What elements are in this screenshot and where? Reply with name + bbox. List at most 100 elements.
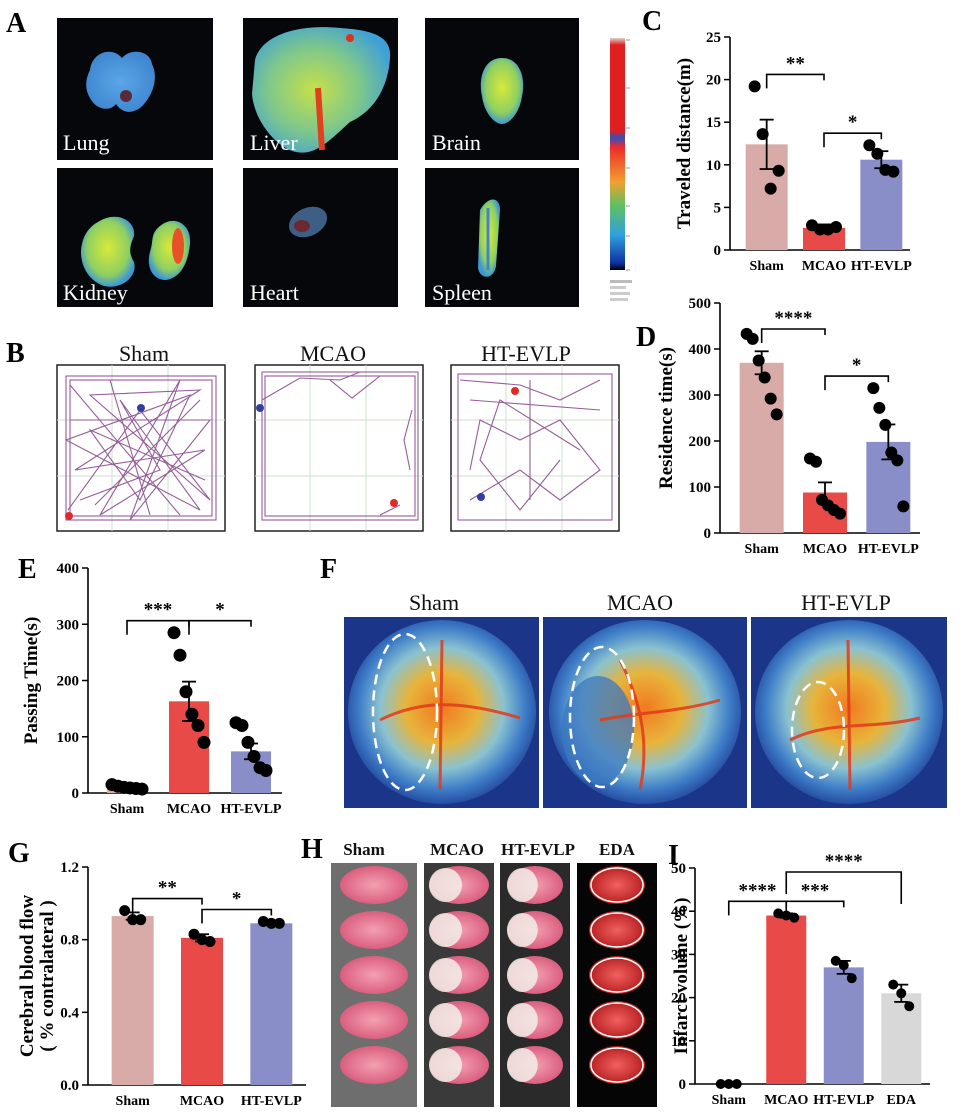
category-label: MCAO (764, 1093, 808, 1108)
y-tick-label: 400 (57, 561, 80, 577)
lung-image (86, 51, 155, 112)
organ-label-lung: Lung (63, 130, 109, 155)
panel-label-c: C (642, 6, 662, 37)
brain-slice (589, 956, 645, 994)
significance-bracket (824, 375, 890, 391)
data-point (789, 912, 800, 923)
panel-label-f: F (320, 554, 337, 585)
y-tick-label: 5 (714, 200, 722, 216)
brain-slice (340, 956, 408, 994)
significance-bracket (823, 132, 883, 148)
panel-label-h: H (301, 834, 323, 865)
brain-slice-title-sham: Sham (343, 840, 385, 859)
y-tick-label: 400 (689, 342, 712, 358)
y-tick-label: 300 (57, 617, 80, 633)
significance-label: * (848, 112, 858, 133)
brain-slice (589, 911, 645, 949)
brain-slice (340, 1046, 408, 1084)
data-point (235, 719, 249, 732)
brain-slice (589, 1001, 645, 1039)
data-point (179, 685, 193, 699)
y-axis-label: Passing Time(s) (21, 617, 42, 745)
data-point (781, 910, 792, 921)
significance-bracket (760, 328, 826, 343)
significance-bracket (188, 619, 252, 635)
category-label: HT-EVLP (851, 259, 912, 274)
panel-label-g: G (8, 838, 30, 869)
category-label: Sham (712, 1093, 747, 1108)
brain-image (480, 58, 524, 124)
data-point (188, 928, 200, 940)
significance-label: * (852, 355, 862, 376)
data-point (273, 917, 285, 929)
intensity-scale-bar (610, 38, 632, 301)
organ-label-kidney: Kidney (63, 280, 128, 305)
brain-slice (340, 911, 408, 949)
significance-bracket (131, 897, 203, 913)
significance-label: *** (144, 600, 173, 621)
bar (881, 993, 922, 1084)
category-label: HT-EVLP (241, 1094, 302, 1109)
chart-c: C 0 5 10 15 20 25 Traveled distance(m) Sham MCAO H… (642, 6, 912, 274)
brain-slice-title-eda: EDA (599, 840, 636, 859)
chart-i: I 0 10 20 30 40 50 Infarct volume (%) Sham MCAO HT… (668, 840, 930, 1108)
significance-label: * (232, 889, 242, 910)
data-point (185, 707, 199, 721)
bar (181, 937, 223, 1085)
data-point (723, 1079, 734, 1089)
bar (250, 923, 293, 1085)
significance-label: **** (774, 308, 812, 329)
data-point (204, 935, 216, 947)
significance-label: * (215, 600, 225, 621)
data-point (770, 408, 783, 421)
category-label: MCAO (180, 1094, 224, 1109)
y-tick-label: 10 (706, 158, 721, 174)
y-tick-label: 50 (671, 861, 686, 877)
data-point (891, 454, 904, 467)
data-point (127, 914, 139, 926)
slice-outline (590, 957, 644, 993)
data-point (748, 80, 761, 93)
category-label: MCAO (802, 259, 846, 274)
brain-slice-title-mcao: MCAO (430, 840, 484, 859)
data-point (247, 749, 261, 763)
organ-label-brain: Brain (432, 130, 481, 155)
laser-speckle-images (344, 617, 947, 808)
chart-d: D 0 100 200 300 400 500 Residence time(s) Sham MC… (636, 296, 920, 557)
panel-label-i: I (668, 840, 679, 871)
y-tick-label: 0.8 (60, 933, 79, 949)
y-tick-label: 10 (671, 1034, 686, 1050)
significance-label: ** (158, 878, 177, 899)
significance-label: **** (825, 851, 863, 872)
y-tick-label: 0 (679, 1077, 687, 1093)
data-point (756, 128, 769, 141)
infarct-region (429, 868, 462, 902)
significance-bracket (785, 900, 845, 916)
y-tick-label: 300 (689, 388, 712, 404)
infarct-region (429, 1003, 462, 1037)
open-field-tracks (56, 364, 620, 532)
y-tick-label: 0.4 (60, 1005, 79, 1021)
brain-slice (340, 1001, 408, 1039)
slice-outline (590, 1002, 644, 1038)
y-tick-label: 1.2 (60, 860, 79, 876)
y-tick-label: 15 (706, 115, 721, 131)
slice-outline (590, 912, 644, 948)
data-point (887, 165, 900, 178)
infarct-region (507, 1003, 538, 1037)
infarct-region (507, 958, 538, 992)
y-tick-label: 500 (689, 296, 712, 312)
data-point (758, 371, 771, 384)
data-point (241, 735, 255, 749)
data-point (752, 354, 765, 367)
data-point (764, 392, 777, 405)
data-point (834, 507, 846, 520)
y-axis-label: Traveled distance(m) (674, 58, 695, 229)
data-point (871, 147, 884, 160)
y-tick-label: 30 (671, 947, 686, 963)
significance-bracket (785, 871, 903, 904)
ttc-brain-slices (331, 863, 657, 1107)
chart-g: G 0.0 0.4 0.8 1.2 Cerebral blood flow( % cont… (8, 838, 306, 1109)
kidney-image (80, 216, 135, 287)
